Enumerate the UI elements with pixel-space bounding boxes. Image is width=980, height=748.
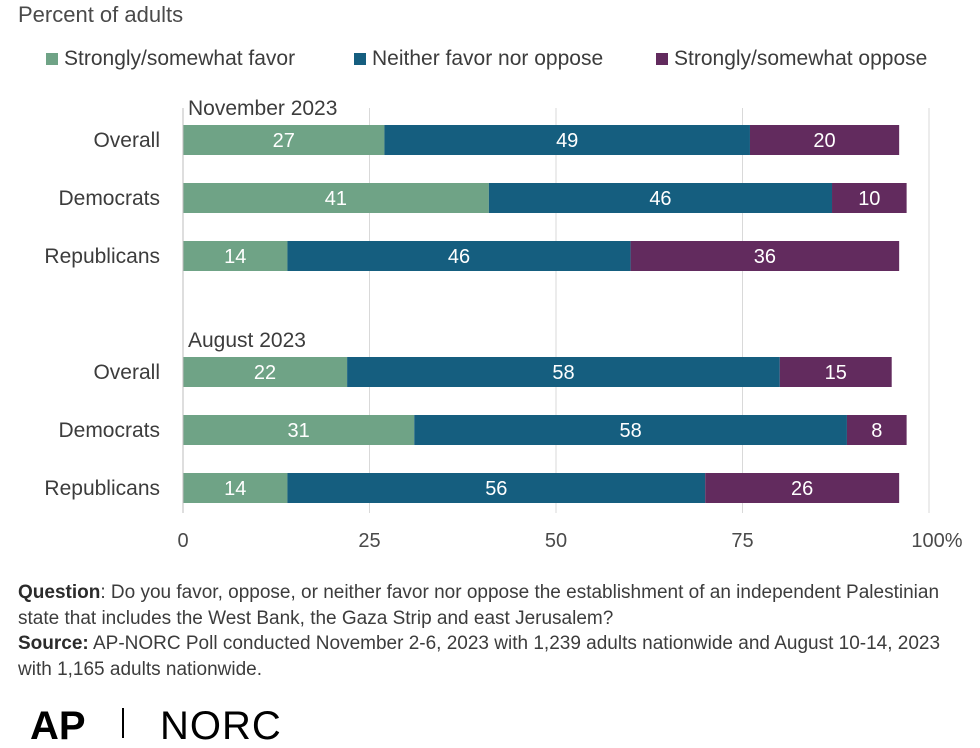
bar-segment <box>183 357 348 387</box>
bar-segment <box>287 473 706 503</box>
legend-swatch-neither <box>354 53 366 65</box>
source-note: Source: AP-NORC Poll conducted November … <box>18 631 968 682</box>
bar-segment <box>832 183 907 213</box>
legend-item-favor: Strongly/somewhat favor <box>46 47 295 71</box>
category-label: Democrats <box>58 187 160 210</box>
ap-logo: AP <box>30 704 86 748</box>
source-text: AP-NORC Poll conducted November 2-6, 202… <box>18 633 941 680</box>
data-label: 36 <box>754 246 776 268</box>
category-label: Overall <box>93 361 160 384</box>
data-label: 56 <box>485 478 507 500</box>
data-label: 46 <box>448 246 470 268</box>
bar-segment <box>630 241 900 271</box>
category-label: Republicans <box>44 477 160 500</box>
chart-subtitle: Percent of adults <box>18 2 184 27</box>
bar-segment <box>183 241 288 271</box>
group-label: August 2023 <box>188 329 306 352</box>
category-label: Democrats <box>58 419 160 442</box>
bar-segment <box>749 125 900 155</box>
data-label: 46 <box>649 188 671 210</box>
legend-label-favor: Strongly/somewhat favor <box>64 47 296 70</box>
data-label: 41 <box>325 188 347 210</box>
category-label: Republicans <box>44 245 160 268</box>
question-note: Question: Do you favor, oppose, or neith… <box>18 580 968 631</box>
data-label: 26 <box>791 478 813 500</box>
bar-segment <box>779 357 892 387</box>
norc-logo: NORC <box>160 704 282 748</box>
x-tick-label: 75 <box>731 530 753 552</box>
data-label: 14 <box>224 246 246 268</box>
data-label: 58 <box>619 420 641 442</box>
legend-label-oppose: Strongly/somewhat oppose <box>674 47 928 70</box>
data-label: 15 <box>825 362 847 384</box>
bar-segment <box>183 125 385 155</box>
bar-segment <box>846 415 907 445</box>
logo-divider <box>122 708 124 738</box>
x-tick-label: 100% <box>911 530 962 552</box>
bar-segment <box>414 415 847 445</box>
source-label: Source: <box>18 633 89 654</box>
bar-segment <box>384 125 750 155</box>
legend-swatch-oppose <box>656 53 668 65</box>
data-label: 58 <box>552 362 574 384</box>
bar-segment <box>183 183 489 213</box>
x-tick-label: 0 <box>177 530 188 552</box>
bar-segment <box>488 183 833 213</box>
data-label: 49 <box>556 130 578 152</box>
x-tick-label: 50 <box>545 530 567 552</box>
data-label: 22 <box>254 362 276 384</box>
data-label: 14 <box>224 478 246 500</box>
x-tick-label: 25 <box>358 530 380 552</box>
stacked-bar-chart: 0 25 50 75 100% November 2023 Overall 27 49 20 Dem… <box>44 97 962 552</box>
bar-segment <box>183 473 288 503</box>
group-label: November 2023 <box>188 97 337 120</box>
question-text: : Do you favor, oppose, or neither favor… <box>18 582 940 629</box>
bar-segment <box>705 473 900 503</box>
data-label: 20 <box>813 130 835 152</box>
category-label: Overall <box>93 129 160 152</box>
bar-segment <box>183 415 415 445</box>
bar-segment <box>347 357 780 387</box>
legend-item-oppose: Strongly/somewhat oppose <box>656 47 927 71</box>
bar-segment <box>287 241 631 271</box>
data-label: 31 <box>288 420 310 442</box>
legend-label-neither: Neither favor nor oppose <box>372 47 604 70</box>
data-label: 27 <box>273 130 295 152</box>
legend-swatch-favor <box>46 53 58 65</box>
legend-item-neither: Neither favor nor oppose <box>354 47 603 71</box>
question-label: Question <box>18 582 101 603</box>
data-label: 10 <box>858 188 880 210</box>
data-label: 8 <box>871 420 882 442</box>
chart-notes: Question: Do you favor, oppose, or neith… <box>18 580 968 682</box>
